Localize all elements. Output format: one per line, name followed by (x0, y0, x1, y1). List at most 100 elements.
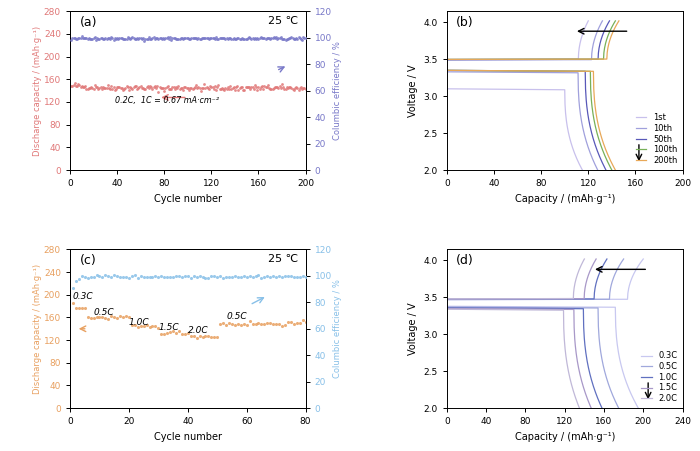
Point (120, 35, 131, 42)
0.3C (535, 304, 543, 309)
Point (188, 35, 199, 42)
Point (178, 35, 189, 42)
Point (280, 36, 291, 43)
Point (208, 86, 219, 93)
2.0C (507, 307, 515, 313)
Point (146, 84, 157, 91)
Text: 1.0C: 1.0C (129, 318, 150, 327)
Point (273, 84, 284, 92)
Point (158, 84, 169, 91)
Text: 1.5C: 1.5C (158, 323, 179, 332)
Point (106, 83, 117, 90)
Point (282, 35, 293, 42)
1st (507, 87, 515, 92)
Point (191, 334, 202, 341)
Point (287, 34, 298, 41)
Point (162, 273, 173, 281)
Point (69, 80, 80, 87)
Point (140, 36, 151, 43)
Point (200, 84, 211, 92)
Point (234, 35, 245, 42)
Point (279, 322, 290, 329)
Point (208, 34, 219, 41)
Point (80, 34, 91, 41)
Point (267, 34, 278, 41)
50th (528, 68, 537, 74)
Point (106, 33, 117, 41)
Point (230, 35, 241, 42)
Point (197, 334, 208, 341)
Y-axis label: Discharge capacity / (mAh·g⁻¹): Discharge capacity / (mAh·g⁻¹) (34, 26, 42, 156)
Point (253, 35, 264, 42)
200th (534, 68, 542, 74)
Point (181, 34, 193, 41)
Point (225, 82, 236, 89)
Point (130, 83, 141, 90)
Point (223, 274, 235, 281)
Point (99, 272, 111, 279)
Point (95, 83, 106, 91)
Point (133, 35, 144, 42)
Point (235, 84, 246, 91)
Point (295, 35, 307, 42)
Point (230, 273, 241, 280)
Point (108, 272, 120, 279)
Point (270, 273, 281, 281)
Point (68, 34, 79, 41)
Point (259, 274, 270, 281)
2.0C (442, 307, 451, 312)
Point (202, 84, 214, 92)
Point (71, 36, 83, 43)
Point (176, 274, 188, 281)
Line: 1.5C: 1.5C (447, 308, 592, 408)
Point (247, 84, 258, 91)
Point (135, 34, 146, 41)
Point (115, 34, 126, 41)
Point (75, 34, 86, 41)
Point (168, 34, 179, 41)
Point (199, 81, 210, 88)
Point (225, 35, 236, 42)
Point (70, 305, 81, 312)
Point (160, 84, 171, 92)
Point (197, 34, 209, 41)
Point (227, 35, 238, 42)
Point (99, 315, 111, 322)
Point (235, 35, 246, 42)
Point (88, 314, 99, 321)
Point (211, 83, 223, 91)
100th (578, 69, 587, 74)
Point (104, 35, 115, 42)
Point (159, 35, 170, 42)
Point (230, 84, 241, 91)
Point (270, 84, 281, 91)
Point (253, 83, 264, 91)
Point (239, 36, 250, 43)
Point (191, 273, 202, 281)
Point (268, 34, 279, 41)
Point (153, 88, 164, 95)
Point (228, 35, 239, 42)
Point (92, 36, 104, 43)
Point (132, 274, 144, 281)
Point (81, 34, 92, 41)
Point (113, 35, 124, 42)
Point (256, 35, 267, 42)
Point (185, 35, 196, 42)
Point (204, 86, 215, 93)
Point (218, 34, 229, 41)
Point (253, 272, 264, 279)
Point (78, 83, 90, 91)
200th (442, 68, 451, 73)
Point (76, 273, 88, 280)
Point (170, 35, 181, 42)
Point (125, 36, 136, 43)
Point (89, 82, 100, 89)
Point (113, 83, 124, 90)
Point (203, 274, 214, 281)
Point (74, 275, 85, 282)
Point (250, 272, 261, 280)
10th (594, 167, 602, 173)
Point (281, 83, 293, 91)
Point (263, 35, 274, 42)
